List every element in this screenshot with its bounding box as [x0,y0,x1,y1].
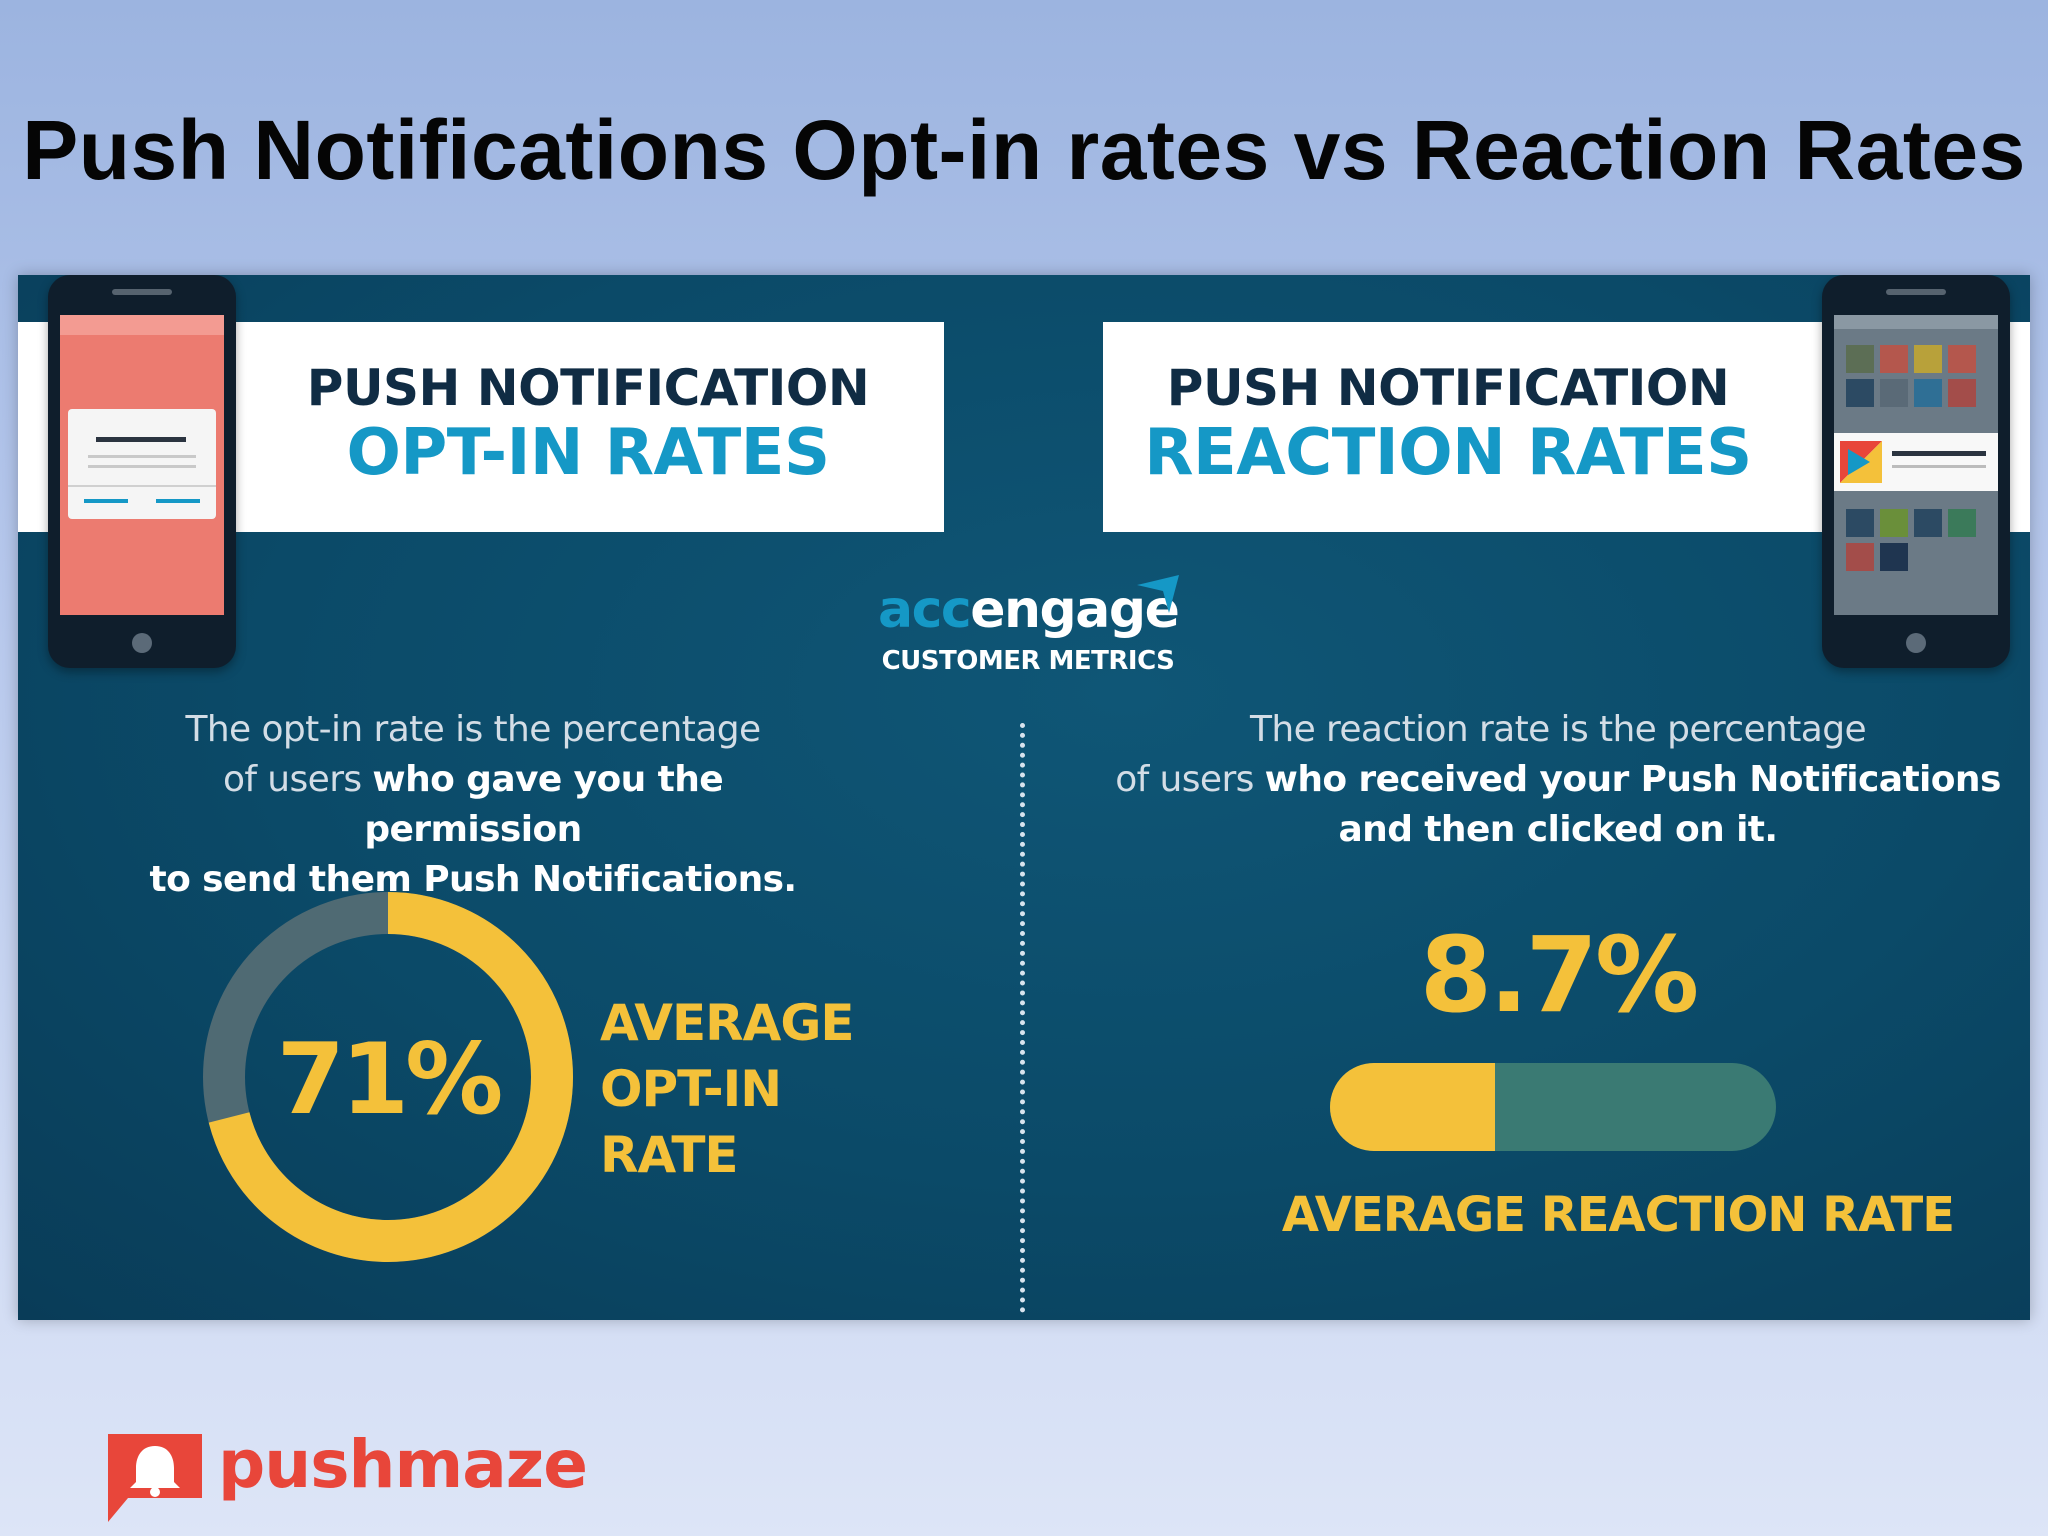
reaction-value: 8.7% [1419,914,1699,1036]
left-phone-illustration [48,275,236,668]
app-grid [1834,315,1998,571]
phone-home-button [132,633,152,653]
notification-line [1892,451,1986,456]
right-desc-line3-bold: and then clicked on it. [1338,809,1778,850]
right-description: The reaction rate is the percentage of u… [1103,705,2013,855]
opt-in-label-line2: OPT-IN [600,1060,782,1118]
left-desc-line3-bold: to send them Push Notifications. [149,859,797,900]
right-desc-line1: The reaction rate is the percentage [1249,709,1867,750]
phone-screen [1834,315,1998,615]
reaction-progress-bar [1330,1063,1776,1151]
opt-in-donut-chart [203,892,573,1262]
left-desc-line2-bold: who gave you the permission [364,759,724,850]
logo-text-part1: acc [878,580,972,640]
accengage-logo: accengage CUSTOMER METRICS [878,580,1180,676]
opt-in-label-line1: AVERAGE [600,994,855,1052]
dialog-line [96,437,186,442]
phone-home-button [1906,633,1926,653]
reaction-label: AVERAGE REACTION RATE [1281,1187,1955,1243]
opt-in-value: 71% [276,1023,504,1137]
right-banner-line1: PUSH NOTIFICATION [1166,359,1730,417]
dialog-line [88,465,196,468]
dialog-button [84,499,128,503]
right-banner-line2: REACTION RATES [1144,416,1752,490]
logo-swoosh-icon [1137,575,1179,613]
notification-app-icon [1840,441,1882,483]
permission-dialog [68,409,216,519]
logo-subtitle: CUSTOMER METRICS [881,646,1175,676]
left-banner-line2: OPT-IN RATES [346,416,830,490]
center-divider [1020,723,1025,1313]
left-desc-line2-plain: of users [222,759,373,800]
opt-in-label: AVERAGE OPT-IN RATE [600,990,855,1188]
notification-card [1834,433,1998,491]
right-desc-line2-plain: of users [1115,759,1265,800]
left-banner-title: PUSH NOTIFICATION OPT-IN RATES [233,360,943,490]
bell-icon [108,1434,202,1522]
notification-line [1892,465,1986,468]
opt-in-label-line3: RATE [600,1126,739,1184]
dialog-line [88,455,196,458]
donut-value-arc [203,892,573,1262]
pushmaze-wordmark: pushmaze [218,1426,588,1503]
slide-title: Push Notifications Opt-in rates vs React… [22,103,2026,197]
right-phone-illustration [1822,275,2010,668]
phone-speaker [1886,289,1946,295]
phone-speaker [112,289,172,295]
reaction-progress-fill [1330,1063,1496,1151]
dialog-divider [68,485,216,487]
right-desc-line2-bold: who received your Push Notifications [1264,759,2002,800]
logo-text-part2: engage [970,580,1180,640]
left-banner-line1: PUSH NOTIFICATION [306,359,870,417]
left-desc-line1: The opt-in rate is the percentage [185,709,761,750]
infographic-panel: PUSH NOTIFICATION OPT-IN RATES PUSH NOTI… [18,275,2030,1320]
phone-screen [60,315,224,615]
right-banner-title: PUSH NOTIFICATION REACTION RATES [1103,360,1793,490]
left-description: The opt-in rate is the percentage of use… [113,705,833,905]
dialog-button [156,499,200,503]
phone-status-bar [60,315,224,335]
